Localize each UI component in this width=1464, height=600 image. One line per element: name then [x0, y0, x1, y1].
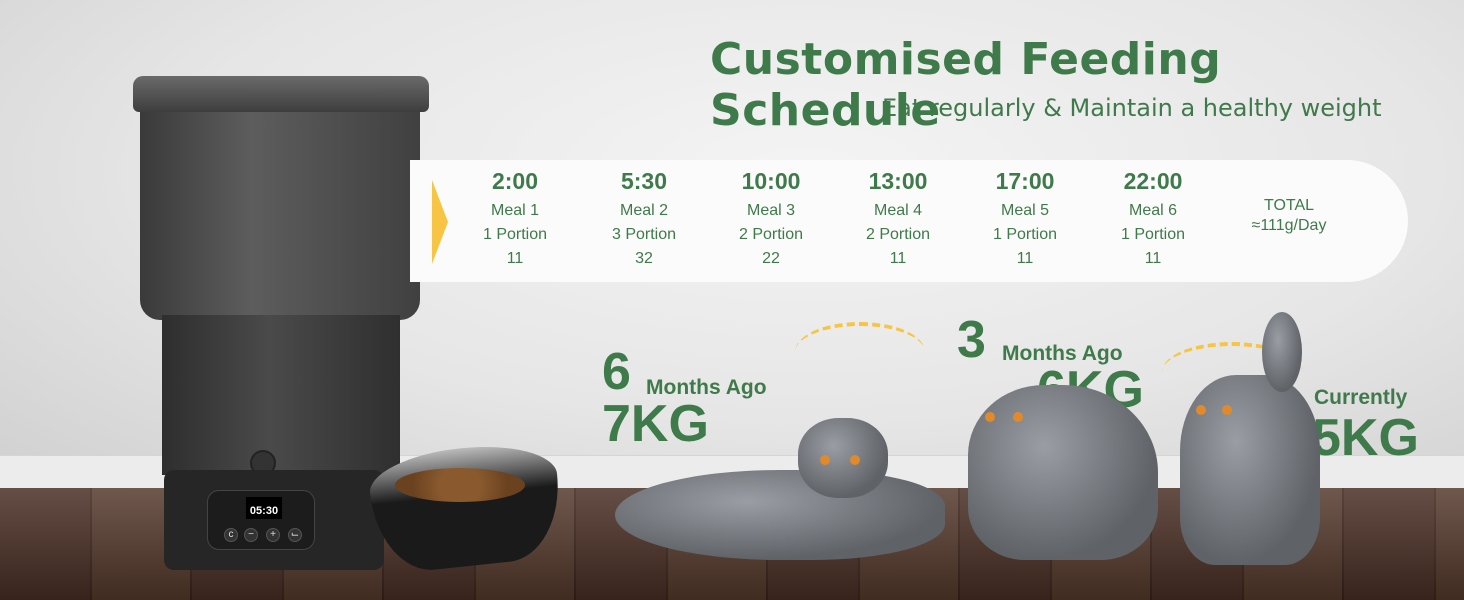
feeder-hopper [140, 110, 420, 320]
return-button: c [224, 528, 238, 542]
page-subtitle: Eat regularly & Maintain a healthy weigh… [882, 94, 1382, 122]
meal-name: Meal 1 [490, 202, 540, 219]
meal-grams: 11 [1016, 250, 1034, 267]
meal-time: 2:00 [491, 168, 539, 194]
total-value: ≈111g/Day [1251, 217, 1327, 234]
stage1-number: 6 [602, 343, 631, 401]
dashed-arrow-1 [795, 322, 925, 382]
page-title: Customised Feeding Schedule [710, 34, 1222, 136]
meal-grams: 22 [762, 250, 780, 267]
stage3-label: Currently [1314, 386, 1408, 409]
cat-head [798, 418, 888, 498]
meal-portion: 3 Portion [611, 226, 677, 243]
total-block: TOTAL ≈111g/Day [1229, 196, 1349, 236]
cat-lying [615, 470, 945, 560]
meal-grams: 11 [506, 250, 524, 267]
meal-grams: 32 [635, 250, 653, 267]
meal-column: 10:00 Meal 3 2 Portion 22 [711, 168, 831, 274]
meal-name: Meal 6 [1128, 202, 1178, 219]
arrow-icon [432, 180, 448, 264]
kibble [395, 468, 525, 502]
stage2-label: Months Ago [1002, 342, 1123, 365]
stage2-number: 3 [957, 311, 986, 369]
meal-name: Meal 5 [1000, 202, 1050, 219]
enter-button: ⌙ [288, 528, 302, 542]
meal-column: 22:00 Meal 6 1 Portion 11 [1093, 168, 1213, 274]
meal-name: Meal 4 [873, 202, 923, 219]
total-label: TOTAL [1263, 197, 1315, 214]
cat-sitting [968, 385, 1158, 560]
meal-time: 22:00 [1123, 168, 1183, 194]
stage1-weight: 7KG [602, 395, 709, 453]
meal-name: Meal 2 [619, 202, 669, 219]
meal-column: 5:30 Meal 2 3 Portion 32 [584, 168, 704, 274]
schedule-band [410, 160, 1408, 282]
feeder-lid [133, 76, 429, 112]
feeder-display: 05:30 [246, 497, 282, 519]
meal-grams: 11 [889, 250, 907, 267]
meal-grams: 11 [1144, 250, 1162, 267]
meal-time: 13:00 [868, 168, 928, 194]
meal-portion: 2 Portion [865, 226, 931, 243]
minus-button: − [244, 528, 258, 542]
plus-button: + [266, 528, 280, 542]
cat-tail [1262, 312, 1302, 392]
meal-time: 10:00 [741, 168, 801, 194]
meal-column: 17:00 Meal 5 1 Portion 11 [965, 168, 1085, 274]
meal-portion: 1 Portion [1120, 226, 1186, 243]
feeder-body [162, 315, 400, 475]
cat-standing [1180, 375, 1320, 565]
dashed-arrow-2 [1162, 342, 1302, 402]
meal-time: 17:00 [995, 168, 1055, 194]
stage3-weight: 5KG [1312, 409, 1419, 467]
meal-portion: 2 Portion [738, 226, 804, 243]
meal-portion: 1 Portion [992, 226, 1058, 243]
stage1-label: Months Ago [646, 376, 767, 399]
meal-column: 13:00 Meal 4 2 Portion 11 [838, 168, 958, 274]
meal-portion: 1 Portion [482, 226, 548, 243]
meal-column: 2:00 Meal 1 1 Portion 11 [455, 168, 575, 274]
meal-name: Meal 3 [746, 202, 796, 219]
meal-time: 5:30 [620, 168, 668, 194]
